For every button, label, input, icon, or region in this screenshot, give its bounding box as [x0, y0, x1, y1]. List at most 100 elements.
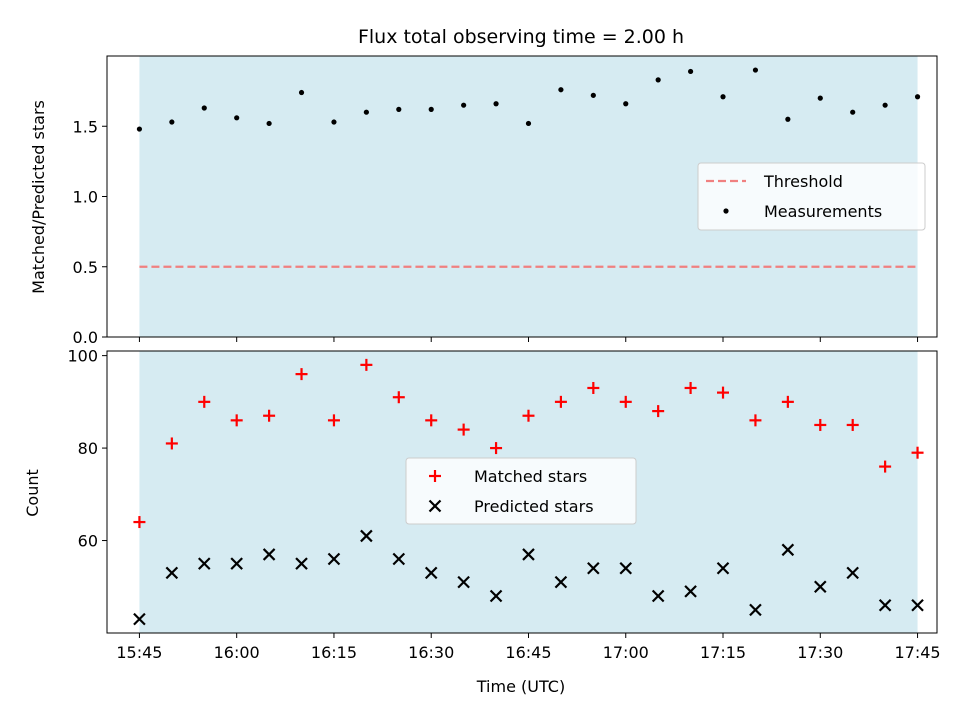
predicted-star-point — [651, 589, 665, 603]
x-tick-label: 17:15 — [700, 643, 746, 662]
predicted-star-point — [360, 529, 373, 543]
legend-predicted-swatch — [428, 499, 442, 513]
matched-star-point — [879, 460, 892, 473]
legend-measurements-label: Measurements — [764, 202, 882, 221]
predicted-star-point — [846, 566, 859, 580]
plus-marker-icon — [429, 470, 441, 482]
measurement-point — [298, 89, 305, 96]
predicted-star-point — [489, 589, 503, 603]
predicted-star-point — [814, 580, 827, 594]
x-tick-label: 15:45 — [116, 643, 162, 662]
x-tick-label: 16:00 — [214, 643, 260, 662]
matched-star-point — [133, 516, 146, 529]
predicted-star-point — [295, 557, 308, 570]
predicted-star-point — [424, 566, 438, 580]
bottom-legend-frame — [405, 457, 637, 525]
top-legend: Threshold Measurements — [697, 162, 926, 231]
measurement-point — [201, 105, 207, 111]
chart-title: Flux total observing time = 2.00 h — [358, 26, 684, 48]
measurement-point — [428, 106, 434, 112]
matched-star-point — [619, 395, 632, 408]
matched-star-point — [522, 409, 535, 422]
measurement-point — [817, 95, 823, 101]
predicted-star-point — [457, 575, 470, 589]
measurement-point — [234, 115, 240, 121]
x-tick-label: 16:45 — [505, 643, 551, 662]
y-tick-label: 1.0 — [73, 188, 98, 207]
matched-star-point — [684, 381, 697, 394]
matched-star-point — [360, 358, 373, 371]
measurement-point — [363, 109, 369, 115]
matched-star-point — [425, 414, 438, 427]
x-axis-label: Time (UTC) — [476, 677, 565, 696]
measurement-point — [493, 101, 499, 107]
measurement-point — [169, 119, 175, 125]
top-y-axis-label: Matched/Predicted stars — [29, 100, 48, 294]
legend-threshold-label: Threshold — [763, 172, 843, 191]
legend-matched-label: Matched stars — [474, 467, 587, 486]
matched-star-point — [814, 418, 827, 431]
measurement-point — [655, 77, 661, 83]
predicted-star-point — [262, 548, 276, 561]
predicted-star-point — [554, 575, 568, 589]
x-tick-label: 17:30 — [797, 643, 843, 662]
y-tick-label: 0.0 — [73, 328, 98, 347]
matched-star-point — [295, 368, 308, 381]
measurement-point — [720, 94, 726, 100]
predicted-star-point — [684, 585, 697, 598]
measurement-point — [590, 92, 596, 98]
measurement-point — [331, 119, 337, 125]
matched-star-point — [165, 437, 178, 450]
predicted-star-point — [619, 562, 633, 575]
x-tick-label: 17:45 — [894, 643, 940, 662]
measurement-point — [461, 102, 467, 108]
matched-star-point — [327, 414, 340, 427]
matched-star-point — [717, 386, 730, 399]
predicted-star-point — [392, 552, 406, 566]
y-tick-label: 80 — [78, 439, 98, 458]
cross-marker-icon — [428, 499, 442, 513]
predicted-star-point — [197, 557, 211, 570]
matched-star-point — [198, 395, 211, 408]
bottom-panel: 60 80 100 15:45 16:00 16:15 16:30 16:45 17:00 17:… — [67, 347, 940, 662]
predicted-star-point — [878, 598, 892, 612]
predicted-star-point — [749, 603, 762, 617]
plot-frame — [106, 350, 938, 634]
y-tick-label: 100 — [67, 347, 98, 366]
measurement-point — [882, 102, 888, 108]
measurement-point — [752, 67, 759, 73]
y-tick-label: 1.5 — [73, 117, 98, 136]
predicted-star-point — [165, 566, 179, 580]
measurement-point — [623, 101, 629, 107]
top-legend-frame — [697, 162, 926, 231]
matched-star-point — [781, 395, 794, 408]
matched-star-point — [911, 446, 924, 459]
matched-star-point — [749, 414, 762, 427]
matched-star-point — [263, 409, 276, 422]
bottom-legend: Matched stars Predicted stars — [405, 457, 637, 525]
predicted-star-point — [911, 598, 924, 612]
predicted-star-point — [230, 557, 243, 570]
x-tick-label: 16:30 — [408, 643, 454, 662]
measurement-point — [914, 94, 921, 100]
legend-predicted-label: Predicted stars — [474, 497, 594, 516]
measurement-point — [850, 109, 856, 115]
measurement-point — [266, 120, 272, 127]
predicted-star-point — [133, 612, 146, 626]
y-tick-label: 0.5 — [73, 258, 98, 277]
measurement-point — [687, 68, 694, 75]
measurement-point — [558, 87, 564, 93]
predicted-star-point — [522, 548, 535, 561]
predicted-star-point — [716, 562, 730, 575]
measurement-point — [525, 120, 532, 127]
matched-star-point — [846, 418, 859, 431]
predicted-star-point — [327, 552, 341, 566]
matched-star-point — [392, 391, 405, 404]
predicted-star-point — [587, 562, 600, 575]
measurement-point — [396, 106, 402, 112]
measurement-point — [785, 116, 791, 122]
x-tick-label: 16:15 — [311, 643, 357, 662]
legend-measurement-swatch — [723, 208, 729, 214]
y-tick-label: 60 — [78, 532, 98, 551]
